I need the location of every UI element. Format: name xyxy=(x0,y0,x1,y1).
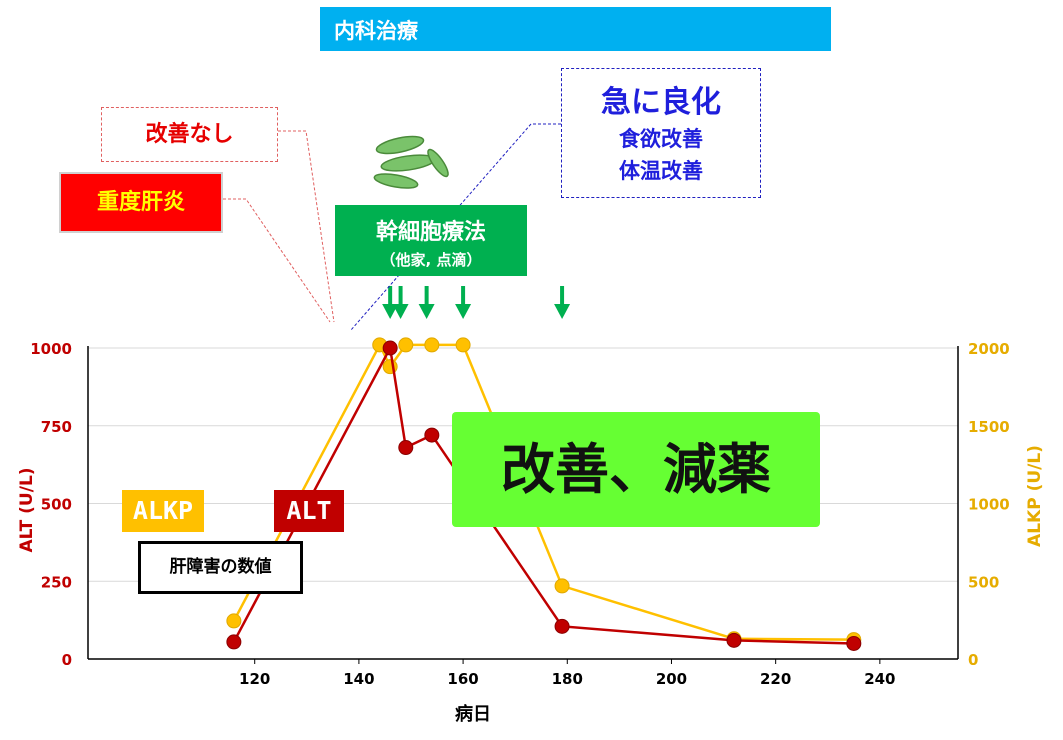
improvement-box: 改善、減薬 xyxy=(452,412,820,527)
y-tick-label: 0 xyxy=(62,651,72,669)
rapid-line-1: 食欲改善 xyxy=(619,127,703,151)
stem-cell-therapy-box: 幹細胞療法 （他家, 点滴） xyxy=(335,205,527,276)
y2-tick-label: 2000 xyxy=(968,340,1010,358)
y-axis-label: ALT (U/L) xyxy=(17,467,37,552)
no-improvement-connector xyxy=(278,130,335,323)
rapid-line-2: 体温改善 xyxy=(619,159,703,183)
x-axis-label: 病日 xyxy=(455,703,491,725)
x-tick-label: 140 xyxy=(343,670,374,688)
alkp-legend-tag: ALKP xyxy=(122,490,204,532)
no-improvement-text: 改善なし xyxy=(145,122,234,147)
y-tick-label: 500 xyxy=(41,496,72,514)
y2-axis-label: ALKP (U/L) xyxy=(1025,445,1045,547)
treatment-arrow-head xyxy=(392,304,409,319)
treatment-arrow-head xyxy=(455,304,472,319)
y2-tick-label: 0 xyxy=(968,651,978,669)
x-tick-label: 200 xyxy=(656,670,687,688)
alt-tag-text: ALT xyxy=(286,496,332,525)
treatment-arrow-head xyxy=(418,304,435,319)
x-tick-label: 160 xyxy=(447,670,478,688)
liver-values-label: 肝障害の数値 xyxy=(138,541,303,594)
data-point-alkp xyxy=(398,337,414,353)
rapid-title: 急に良化 xyxy=(601,85,721,120)
y2-tick-label: 500 xyxy=(968,573,999,591)
liver-values-text: 肝障害の数値 xyxy=(169,557,272,577)
treatment-arrows xyxy=(382,286,571,319)
leaf-icon xyxy=(373,135,449,189)
y-tick-label: 1000 xyxy=(30,340,72,358)
stem-cell-title: 幹細胞療法 xyxy=(375,220,486,245)
severe-hepatitis-text: 重度肝炎 xyxy=(96,190,185,215)
severe-hepatitis-connector xyxy=(223,198,331,323)
data-point-alkp xyxy=(424,337,440,353)
data-point-alkp xyxy=(226,613,242,629)
x-tick-label: 120 xyxy=(239,670,270,688)
treatment-arrow-head xyxy=(382,304,399,319)
stem-cell-subtitle: （他家, 点滴） xyxy=(380,251,482,269)
data-point-alt xyxy=(846,635,862,651)
severe-hepatitis-callout: 重度肝炎 xyxy=(59,172,223,233)
no-improvement-callout: 改善なし xyxy=(101,107,278,162)
x-tick-label: 180 xyxy=(552,670,583,688)
series-group xyxy=(226,337,862,651)
axes xyxy=(87,346,959,664)
treatment-banner: 内科治療 xyxy=(320,7,831,51)
data-point-alt xyxy=(554,618,570,634)
rapid-improvement-callout: 急に良化 食欲改善 体温改善 xyxy=(561,68,761,198)
data-point-alkp xyxy=(455,337,471,353)
x-tick-label: 240 xyxy=(864,670,895,688)
y-tick-label: 750 xyxy=(41,418,72,436)
y-tick-label: 250 xyxy=(41,573,72,591)
treatment-arrow-head xyxy=(554,304,571,319)
data-point-alt xyxy=(398,440,414,456)
data-point-alt xyxy=(424,427,440,443)
y2-tick-label: 1500 xyxy=(968,418,1010,436)
data-point-alt xyxy=(726,632,742,648)
improvement-text: 改善、減薬 xyxy=(501,438,771,501)
alt-legend-tag: ALT xyxy=(274,490,344,532)
data-point-alt xyxy=(382,340,398,356)
data-point-alkp xyxy=(554,578,570,594)
y2-tick-label: 1000 xyxy=(968,496,1010,514)
alkp-tag-text: ALKP xyxy=(132,496,194,525)
banner-title: 内科治療 xyxy=(334,19,418,43)
data-point-alt xyxy=(226,634,242,650)
x-tick-label: 220 xyxy=(760,670,791,688)
tick-labels: 0 250 500 750 1000 0 500 1000 1500 2000 120 140 160 1… xyxy=(30,340,1010,688)
